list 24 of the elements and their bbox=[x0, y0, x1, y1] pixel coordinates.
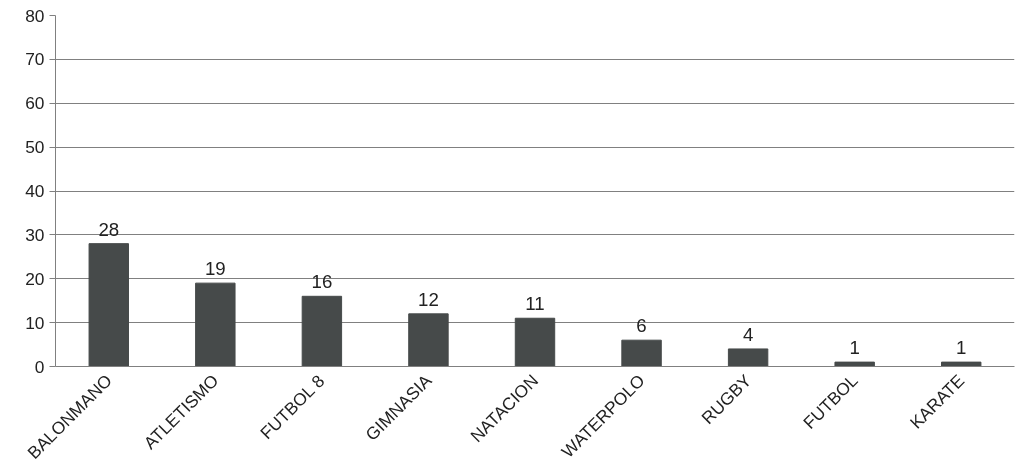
bar bbox=[88, 243, 129, 367]
data-label: 19 bbox=[204, 258, 226, 280]
bar bbox=[514, 317, 556, 367]
bar bbox=[195, 282, 236, 367]
data-label: 1 bbox=[849, 337, 860, 359]
y-tick-label: 70 bbox=[25, 49, 45, 70]
y-tick-label: 0 bbox=[34, 356, 45, 377]
data-label: 1 bbox=[956, 337, 967, 359]
bar bbox=[834, 361, 875, 367]
y-tick-label: 60 bbox=[25, 93, 45, 114]
bar bbox=[621, 339, 662, 367]
y-tick-label: 20 bbox=[25, 268, 45, 289]
bar bbox=[727, 348, 769, 367]
y-tick-label: 80 bbox=[25, 5, 45, 26]
data-label: 11 bbox=[525, 293, 545, 315]
bar bbox=[301, 295, 343, 367]
y-tick-label: 40 bbox=[25, 181, 45, 201]
data-label: 12 bbox=[418, 288, 439, 310]
data-label: 4 bbox=[742, 323, 754, 345]
y-tick-label: 10 bbox=[25, 312, 45, 333]
y-tick-label: 50 bbox=[25, 137, 45, 158]
bar bbox=[941, 361, 982, 367]
bar bbox=[408, 313, 449, 367]
y-tick-label: 30 bbox=[25, 224, 45, 245]
